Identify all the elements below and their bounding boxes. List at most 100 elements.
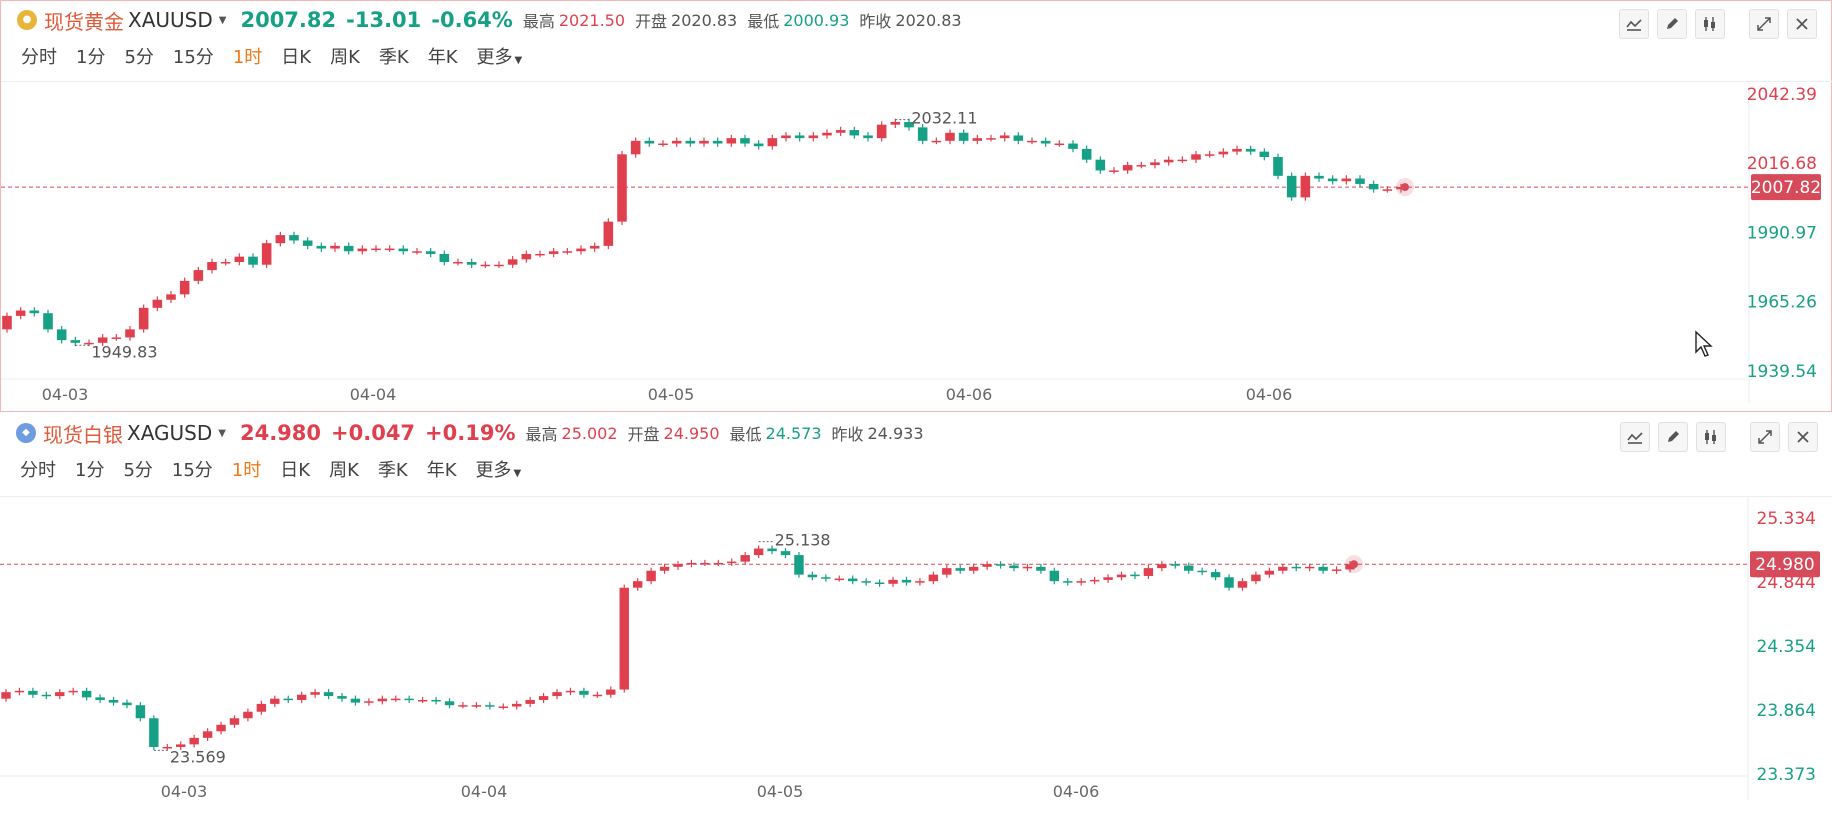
tab-more[interactable]: 更多 ▼ bbox=[475, 460, 522, 481]
candle-body bbox=[56, 329, 67, 341]
candle-body bbox=[592, 694, 603, 697]
candle-body bbox=[1170, 564, 1180, 566]
candle-body bbox=[945, 132, 955, 141]
candle-body bbox=[658, 143, 668, 146]
candle-body bbox=[781, 135, 791, 139]
candle-body bbox=[521, 253, 532, 260]
candle-body bbox=[808, 135, 819, 139]
indicator-icon[interactable] bbox=[1620, 422, 1650, 452]
candle-body bbox=[507, 259, 518, 265]
candle-body bbox=[261, 243, 272, 265]
max-price-annotation: 25.138 bbox=[775, 531, 831, 550]
candle-body bbox=[296, 694, 307, 700]
candle-type-icon[interactable] bbox=[1695, 9, 1725, 39]
candle-body bbox=[108, 699, 119, 703]
candle-body bbox=[234, 256, 245, 263]
gold-name[interactable]: 现货黄金 bbox=[44, 9, 124, 34]
tab-quarterly[interactable]: 季K bbox=[378, 47, 409, 68]
tab-fenshi[interactable]: 分时 bbox=[21, 47, 57, 68]
candle-body bbox=[644, 140, 655, 144]
expand-icon[interactable] bbox=[1749, 9, 1779, 39]
silver-open: 24.950 bbox=[663, 423, 720, 443]
candle-body bbox=[1136, 165, 1147, 167]
candle-body bbox=[1054, 143, 1065, 146]
y-tick-label: 24.844 bbox=[1757, 573, 1816, 593]
candle-body bbox=[1291, 566, 1301, 569]
candle-body bbox=[700, 562, 710, 565]
candle-body bbox=[1232, 148, 1242, 152]
candle-body bbox=[1327, 178, 1338, 182]
silver-name[interactable]: 现货白银 bbox=[43, 422, 123, 447]
close-icon[interactable] bbox=[1787, 9, 1817, 39]
tab-yearly[interactable]: 年K bbox=[427, 47, 458, 68]
candle-body bbox=[1210, 572, 1221, 578]
tab-fenshi[interactable]: 分时 bbox=[20, 460, 56, 481]
silver-symbol[interactable]: XAGUSD bbox=[127, 421, 213, 445]
candle-body bbox=[685, 140, 696, 144]
close-icon[interactable] bbox=[1788, 422, 1818, 452]
draw-pen-icon[interactable] bbox=[1657, 9, 1687, 39]
candle-body bbox=[915, 581, 925, 583]
symbol-dropdown-icon[interactable]: ▼ bbox=[218, 427, 226, 439]
tab-weekly[interactable]: 周K bbox=[330, 47, 360, 68]
candle-body bbox=[310, 692, 320, 695]
tab-weekly[interactable]: 周K bbox=[329, 460, 359, 481]
candle-body bbox=[794, 555, 804, 575]
candle-body bbox=[740, 138, 750, 144]
expand-icon[interactable] bbox=[1750, 422, 1780, 452]
gold-symbol[interactable]: XAUUSD bbox=[128, 8, 213, 32]
candle-body bbox=[1177, 159, 1188, 162]
candle-body bbox=[958, 132, 969, 141]
y-tick-label: 2016.68 bbox=[1747, 154, 1817, 174]
tab-5min[interactable]: 5分 bbox=[124, 47, 154, 68]
gold-candlestick-chart[interactable]: 2042.39 2016.68 1990.97 1965.26 1939.54 04-03… bbox=[1, 81, 1832, 411]
gold-low: 2000.93 bbox=[783, 10, 850, 30]
candle-body bbox=[1013, 135, 1024, 141]
candle-body bbox=[888, 579, 898, 584]
tab-15min[interactable]: 15分 bbox=[172, 47, 214, 68]
candle-body bbox=[512, 703, 522, 707]
candle-body bbox=[863, 135, 873, 139]
candle-body bbox=[619, 587, 629, 690]
draw-pen-icon[interactable] bbox=[1658, 422, 1688, 452]
candle-body bbox=[671, 140, 682, 144]
mouse-cursor-icon bbox=[1695, 330, 1713, 357]
tab-1min[interactable]: 1分 bbox=[76, 47, 106, 68]
tab-daily[interactable]: 日K bbox=[281, 47, 312, 68]
tab-15min[interactable]: 15分 bbox=[171, 460, 213, 481]
candle-body bbox=[617, 154, 627, 222]
tab-yearly[interactable]: 年K bbox=[426, 460, 457, 481]
candle-body bbox=[1318, 566, 1328, 571]
symbol-dropdown-icon[interactable]: ▼ bbox=[218, 14, 227, 26]
gold-high: 2021.50 bbox=[558, 10, 626, 30]
tab-1min[interactable]: 1分 bbox=[75, 460, 105, 481]
y-tick-label: 24.354 bbox=[1757, 637, 1816, 657]
tab-more[interactable]: 更多 ▼ bbox=[476, 47, 523, 68]
tab-5min[interactable]: 5分 bbox=[123, 460, 153, 481]
candle-body bbox=[480, 264, 491, 267]
candle-type-icon[interactable] bbox=[1696, 422, 1726, 452]
candle-body bbox=[466, 262, 477, 265]
candle-body bbox=[357, 248, 368, 252]
candle-body bbox=[904, 121, 914, 128]
y-tick-label: 23.373 bbox=[1757, 765, 1816, 785]
candle-body bbox=[890, 121, 901, 125]
candle-body bbox=[41, 694, 52, 697]
candle-body bbox=[780, 551, 791, 556]
tab-1hour[interactable]: 1时 bbox=[231, 460, 262, 481]
x-tick-label: 04-04 bbox=[461, 782, 508, 801]
silver-chart-panel: ◆ 现货白银 XAGUSD ▼ 24.980 +0.047 +0.19% 最高 … bbox=[0, 414, 1832, 826]
candle-body bbox=[1245, 148, 1256, 152]
tab-1hour[interactable]: 1时 bbox=[232, 47, 263, 68]
silver-candlestick-chart[interactable]: 25.334 24.844 24.354 23.864 23.373 04-03 04-04… bbox=[0, 496, 1832, 826]
candle-body bbox=[97, 337, 108, 343]
candle-body bbox=[1197, 570, 1207, 573]
candle-body bbox=[391, 698, 401, 701]
candle-body bbox=[606, 689, 616, 695]
tab-daily[interactable]: 日K bbox=[280, 460, 311, 481]
candle-body bbox=[1076, 581, 1086, 583]
candle-body bbox=[166, 294, 176, 300]
indicator-icon[interactable] bbox=[1619, 9, 1649, 39]
candle-body bbox=[138, 307, 149, 330]
tab-quarterly[interactable]: 季K bbox=[377, 460, 408, 481]
